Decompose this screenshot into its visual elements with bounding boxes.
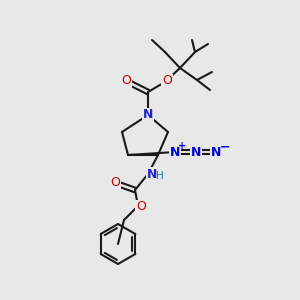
Text: H: H xyxy=(156,171,164,181)
Text: N: N xyxy=(147,167,157,181)
Text: −: − xyxy=(220,140,230,154)
Text: N: N xyxy=(143,109,153,122)
Text: O: O xyxy=(121,74,131,88)
Text: O: O xyxy=(136,200,146,214)
Text: N: N xyxy=(191,146,201,158)
Text: +: + xyxy=(178,141,186,151)
Text: O: O xyxy=(110,176,120,190)
Text: N: N xyxy=(170,146,180,158)
Text: N: N xyxy=(211,146,221,158)
Text: O: O xyxy=(162,74,172,88)
